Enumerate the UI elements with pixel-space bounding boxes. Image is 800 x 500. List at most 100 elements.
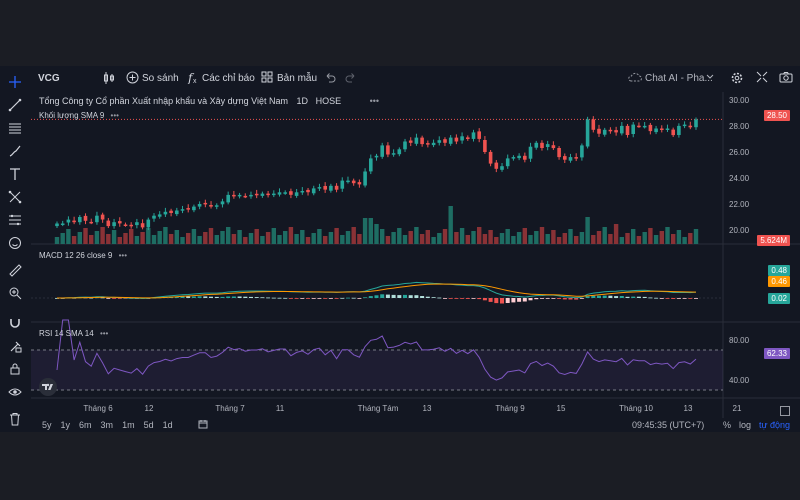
text-icon[interactable] — [5, 164, 25, 184]
volume-bar — [77, 232, 82, 244]
macd-histogram-bar — [174, 296, 179, 298]
bar-style-icon[interactable] — [103, 71, 115, 88]
undo-icon[interactable] — [324, 71, 336, 86]
chart-canvas[interactable]: 30.00 28.00 26.00 24.00 22.00 20.00 80.00 40.00… — [31, 92, 800, 418]
chat-ai-dropdown[interactable]: Chat AI - Pha... — [645, 73, 713, 84]
volume-bar — [613, 224, 619, 244]
range-button-3m[interactable]: 3m — [100, 420, 114, 430]
candle-body — [329, 185, 333, 191]
eye-icon[interactable] — [5, 382, 25, 402]
macd-histogram-bar — [283, 297, 288, 299]
auto-toggle[interactable]: tự động — [759, 420, 791, 430]
chart-area[interactable]: 30.00 28.00 26.00 24.00 22.00 20.00 80.00 40.00… — [31, 92, 800, 418]
lock-draw-icon[interactable] — [5, 336, 25, 356]
macd-histogram-bar — [420, 296, 425, 298]
candle-body — [232, 194, 236, 197]
candle-body — [152, 215, 156, 219]
camera-icon[interactable] — [779, 71, 793, 86]
macd-histogram-bar — [346, 297, 350, 299]
range-button-1y[interactable]: 1y — [60, 420, 71, 430]
candle-body — [443, 139, 447, 143]
candle-body — [209, 205, 213, 207]
pattern-icon[interactable] — [5, 187, 25, 207]
macd-histogram-bar — [465, 298, 470, 299]
ruler-icon[interactable] — [5, 260, 25, 280]
crosshair-icon[interactable] — [5, 72, 25, 92]
log-toggle[interactable]: log — [739, 420, 752, 430]
lock-icon[interactable] — [5, 359, 25, 379]
candle-body — [625, 125, 630, 135]
candle-body — [306, 189, 310, 193]
interval-label: 1D — [296, 96, 309, 106]
emoji-icon[interactable] — [5, 233, 25, 253]
candle-body — [106, 220, 111, 227]
volume-bar — [425, 230, 430, 244]
clock-time[interactable]: 09:45:35 (UTC+7) — [632, 420, 705, 430]
time-tick-label: 21 — [733, 404, 742, 413]
macd-histogram-bar — [180, 296, 185, 298]
projection-icon[interactable] — [5, 210, 25, 230]
rsi-more-icon[interactable]: ••• — [99, 329, 109, 338]
settings-gear-icon[interactable] — [730, 71, 744, 88]
date-range-icon[interactable] — [198, 419, 208, 431]
fullscreen-icon[interactable] — [756, 71, 768, 86]
macd-histogram-bar — [340, 297, 345, 299]
volume-bar — [265, 232, 271, 244]
macd-more-icon[interactable]: ••• — [118, 251, 128, 260]
macd-histogram-bar — [203, 296, 208, 298]
magnet-icon[interactable] — [5, 313, 25, 333]
volume-bar — [471, 231, 476, 244]
volume-bar — [448, 206, 453, 244]
compare-icon[interactable] — [126, 71, 139, 87]
symbol-search[interactable]: VCG — [38, 73, 60, 84]
percent-toggle[interactable]: % — [723, 420, 732, 430]
brush-icon[interactable] — [5, 141, 25, 161]
range-button-5d[interactable]: 5d — [143, 420, 154, 430]
trend-line-icon[interactable] — [5, 95, 25, 115]
range-button-6m[interactable]: 6m — [79, 420, 92, 430]
macd-histogram-bar — [385, 294, 390, 298]
candle-body — [523, 155, 527, 160]
compare-button[interactable]: So sánh — [142, 73, 179, 84]
volume-more-icon[interactable]: ••• — [110, 111, 119, 120]
candle-body — [277, 192, 282, 195]
redo-icon[interactable] — [345, 71, 357, 86]
candle-body — [272, 193, 276, 196]
volume-label: Khối lượng SMA 9 — [39, 111, 105, 120]
candle-body — [254, 193, 259, 196]
volume-bar — [608, 234, 613, 244]
time-axis-settings-icon[interactable] — [780, 403, 790, 421]
templates-button[interactable]: Bản mẫu — [277, 73, 318, 84]
range-button-1d[interactable]: 1d — [162, 420, 173, 430]
legend-more-icon[interactable]: ••• — [369, 96, 380, 106]
volume-bar — [180, 237, 185, 244]
candle-body — [500, 166, 504, 170]
layout-cloud-icon[interactable] — [628, 71, 642, 86]
macd-histogram-bar — [112, 298, 117, 299]
range-button-5y[interactable]: 5y — [42, 420, 52, 430]
candle-body — [511, 157, 516, 159]
candle-body — [431, 142, 436, 146]
macd-histogram-bar — [288, 298, 293, 299]
fib-icon[interactable] — [5, 118, 25, 138]
range-button-1m[interactable]: 1m — [122, 420, 135, 430]
macd-histogram-bar — [562, 298, 567, 300]
macd-histogram-bar — [317, 298, 322, 299]
tradingview-logo-icon[interactable] — [39, 378, 57, 396]
macd-histogram-bar — [500, 298, 504, 304]
macd-histogram-bar — [448, 298, 453, 299]
macd-histogram-bar — [237, 296, 242, 298]
candle-body — [477, 131, 481, 139]
indicators-button[interactable]: Các chỉ báo — [202, 73, 255, 84]
macd-histogram-bar — [488, 298, 493, 302]
chevron-down-icon[interactable] — [706, 72, 714, 85]
volume-bar — [340, 235, 345, 244]
candle-body — [466, 137, 470, 139]
zoom-icon[interactable] — [5, 283, 25, 303]
volume-bar — [499, 233, 505, 244]
trash-icon[interactable] — [5, 409, 25, 429]
templates-icon[interactable] — [261, 71, 273, 86]
candle-body — [100, 214, 105, 220]
candle-body — [540, 142, 544, 148]
